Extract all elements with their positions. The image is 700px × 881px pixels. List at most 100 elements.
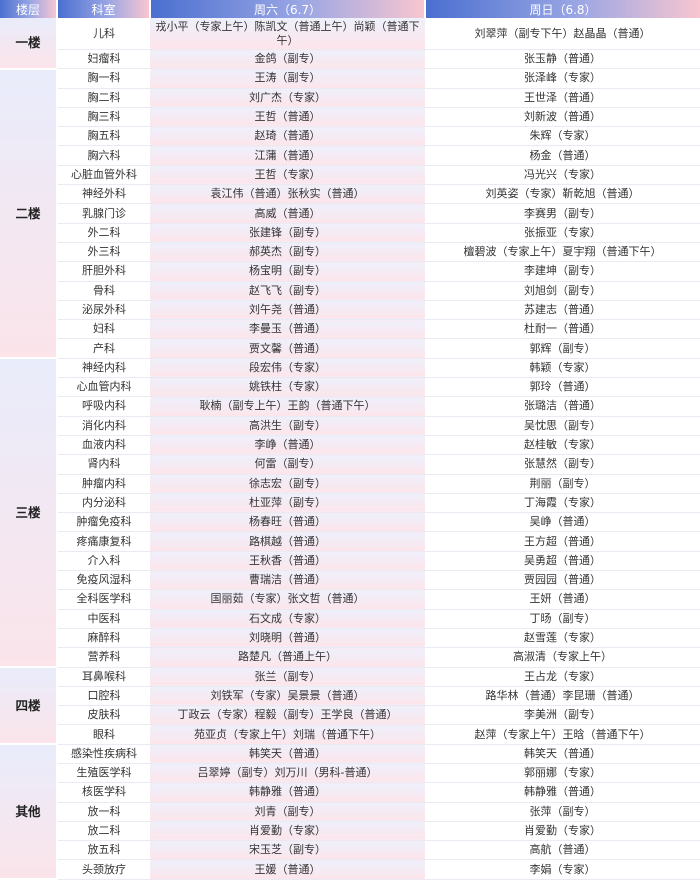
table-row: 麻醉科 刘晓明（普通） 赵雪莲（专家） — [0, 628, 700, 649]
department-cell: 神经外科 — [57, 184, 150, 205]
table-row: 疼痛康复科 路棋越（普通） 王方超（普通） — [0, 531, 700, 552]
department-cell: 核医学科 — [57, 782, 150, 803]
department-cell: 内分泌科 — [57, 493, 150, 514]
table-row: 妇科 李曼玉（普通） 杜耐一（普通） — [0, 319, 700, 340]
table-row: 一楼 儿科 戎小平（专家上午）陈凯文（普通上午）尚颖（普通下午） 刘翠萍（副专下午）赵… — [0, 18, 700, 70]
saturday-doctors-cell: 赵琦（普通） — [150, 126, 425, 147]
saturday-doctors-cell: 赵飞飞（副专） — [150, 281, 425, 301]
sunday-doctors-cell: 赵萍（专家上午）王晗（普通下午） — [425, 724, 700, 745]
department-cell: 麻醉科 — [57, 628, 150, 649]
saturday-doctors-cell: 王涛（副专） — [150, 68, 425, 89]
table-row: 心脏血管外科 王哲（专家） 冯光兴（专家） — [0, 165, 700, 186]
sunday-doctors-cell: 韩笑天（普通） — [425, 744, 700, 764]
table-row: 心血管内科 姚铁柱（专家） 郭玲（普通） — [0, 377, 700, 398]
department-cell: 胸五科 — [57, 126, 150, 147]
saturday-doctors-cell: 国丽茹（专家）张文哲（普通） — [150, 589, 425, 610]
department-cell: 胸二科 — [57, 88, 150, 108]
sunday-doctors-cell: 杜耐一（普通） — [425, 319, 700, 340]
table-row: 三楼 神经内科 段宏伟（专家） 韩颖（专家） — [0, 358, 700, 668]
department-cell: 胸三科 — [57, 107, 150, 128]
sunday-doctors-cell: 吴忱思（副专） — [425, 416, 700, 436]
saturday-doctors-cell: 高洪生（副专） — [150, 416, 425, 436]
table-row: 消化内科 高洪生（副专） 吴忱思（副专） — [0, 416, 700, 436]
table-row: 外三科 郝英杰（副专） 檀碧波（专家上午）夏宇翔（普通下午） — [0, 242, 700, 263]
sunday-doctors-cell: 李建坤（副专） — [425, 261, 700, 282]
department-cell: 肿瘤免疫科 — [57, 512, 150, 533]
table-row: 放一科 刘青（副专） 张萍（副专） — [0, 802, 700, 822]
saturday-doctors-cell: 刘广杰（专家） — [150, 88, 425, 108]
table-row: 肾内科 何雷（副专） 张慧然（副专） — [0, 454, 700, 475]
saturday-doctors-cell: 刘青（副专） — [150, 802, 425, 822]
sunday-doctors-cell: 路华林（普通）李昆珊（普通） — [425, 686, 700, 707]
sunday-doctors-cell: 李赛男（副专） — [425, 203, 700, 224]
department-cell: 呼吸内科 — [57, 396, 150, 417]
sunday-doctors-cell: 刘英姿（专家）靳乾旭（普通） — [425, 184, 700, 205]
sunday-doctors-cell: 郭辉（副专） — [425, 338, 700, 359]
sunday-doctors-cell: 张玉静（普通） — [425, 49, 700, 70]
sunday-doctors-cell: 赵雪莲（专家） — [425, 628, 700, 649]
table-row: 四楼 耳鼻喉科 张兰（副专） 王占龙（专家） — [0, 667, 700, 746]
table-row: 口腔科 刘铁军（专家）吴景景（普通） 路华林（普通）李昆珊（普通） — [0, 686, 700, 707]
table-row: 营养科 路楚凡（普通上午） 高淑清（专家上午） — [0, 647, 700, 668]
saturday-doctors-cell: 丁政云（专家）程毅（副专）王学良（普通） — [150, 705, 425, 726]
table-row: 胸六科 江蒲（普通） 杨金（普通） — [0, 145, 700, 166]
saturday-doctors-cell: 郝英杰（副专） — [150, 242, 425, 263]
saturday-doctors-cell: 刘铁军（专家）吴景景（普通） — [150, 686, 425, 707]
sunday-doctors-cell: 吴勇超（普通） — [425, 551, 700, 572]
sunday-doctors-cell: 王方超（普通） — [425, 531, 700, 552]
table-row: 呼吸内科 耿楠（副专上午）王韵（普通下午） 张璐洁（普通） — [0, 396, 700, 417]
department-cell: 放二科 — [57, 821, 150, 842]
saturday-doctors-cell: 杨宝明（副专） — [150, 261, 425, 282]
department-cell: 心脏血管外科 — [57, 165, 150, 186]
department-cell: 儿科 — [57, 18, 150, 50]
sunday-doctors-cell: 李娟（专家） — [425, 859, 700, 880]
header-sunday: 周日（6.8） — [425, 0, 700, 18]
saturday-doctors-cell: 王哲（普通） — [150, 107, 425, 128]
sunday-doctors-cell: 刘旭剑（副专） — [425, 281, 700, 301]
floor-cell: 四楼 — [0, 667, 58, 746]
sunday-doctors-cell: 张泽峰（专家） — [425, 68, 700, 89]
table-row: 内分泌科 杜亚萍（副专） 丁海霞（专家） — [0, 493, 700, 514]
table-row: 肿瘤免疫科 杨春旺（普通） 吴峥（普通） — [0, 512, 700, 533]
sunday-doctors-cell: 张萍（副专） — [425, 802, 700, 822]
department-cell: 骨科 — [57, 281, 150, 301]
sunday-doctors-cell: 王世泽（普通） — [425, 88, 700, 108]
table-row: 放五科 宋玉芝（副专） 高航（普通） — [0, 840, 700, 861]
saturday-doctors-cell: 姚铁柱（专家） — [150, 377, 425, 398]
saturday-doctors-cell: 宋玉芝（副专） — [150, 840, 425, 861]
table-row: 生殖医学科 吕翠婷（副专）刘万川（男科-普通） 郭丽娜（专家） — [0, 763, 700, 784]
department-cell: 口腔科 — [57, 686, 150, 707]
floor-cell: 三楼 — [0, 358, 58, 668]
department-cell: 介入科 — [57, 551, 150, 572]
sunday-doctors-cell: 张慧然（副专） — [425, 454, 700, 475]
saturday-doctors-cell: 耿楠（副专上午）王韵（普通下午） — [150, 396, 425, 417]
table-row: 血液内科 李峥（普通） 赵桂敏（专家） — [0, 435, 700, 456]
sunday-doctors-cell: 刘新波（普通） — [425, 107, 700, 128]
saturday-doctors-cell: 江蒲（普通） — [150, 145, 425, 166]
department-cell: 疼痛康复科 — [57, 531, 150, 552]
sunday-doctors-cell: 丁海霞（专家） — [425, 493, 700, 514]
table-row: 乳腺门诊 高威（普通） 李赛男（副专） — [0, 203, 700, 224]
department-cell: 耳鼻喉科 — [57, 667, 150, 687]
table-row: 全科医学科 国丽茹（专家）张文哲（普通） 王妍（普通） — [0, 589, 700, 610]
saturday-doctors-cell: 韩静雅（普通） — [150, 782, 425, 803]
department-cell: 肝胆外科 — [57, 261, 150, 282]
table-row: 肿瘤内科 徐志宏（副专） 荆丽（副专） — [0, 474, 700, 494]
saturday-doctors-cell: 路楚凡（普通上午） — [150, 647, 425, 668]
sunday-doctors-cell: 丁旸（副专） — [425, 609, 700, 629]
saturday-doctors-cell: 袁江伟（普通）张秋实（普通） — [150, 184, 425, 205]
department-cell: 生殖医学科 — [57, 763, 150, 784]
department-cell: 神经内科 — [57, 358, 150, 379]
department-cell: 外二科 — [57, 223, 150, 243]
saturday-doctors-cell: 戎小平（专家上午）陈凯文（普通上午）尚颖（普通下午） — [150, 18, 425, 50]
saturday-doctors-cell: 刘晓明（普通） — [150, 628, 425, 649]
sunday-doctors-cell: 郭丽娜（专家） — [425, 763, 700, 784]
header-saturday: 周六（6.7） — [150, 0, 426, 18]
saturday-doctors-cell: 肖爱勤（专家） — [150, 821, 425, 842]
department-cell: 乳腺门诊 — [57, 203, 150, 224]
saturday-doctors-cell: 贾文馨（普通） — [150, 338, 425, 359]
saturday-doctors-cell: 苑亚贞（专家上午）刘瑞（普通下午） — [150, 724, 425, 745]
department-cell: 泌尿外科 — [57, 300, 150, 321]
header-row: 楼层 科室 周六（6.7） 周日（6.8） — [0, 0, 700, 18]
